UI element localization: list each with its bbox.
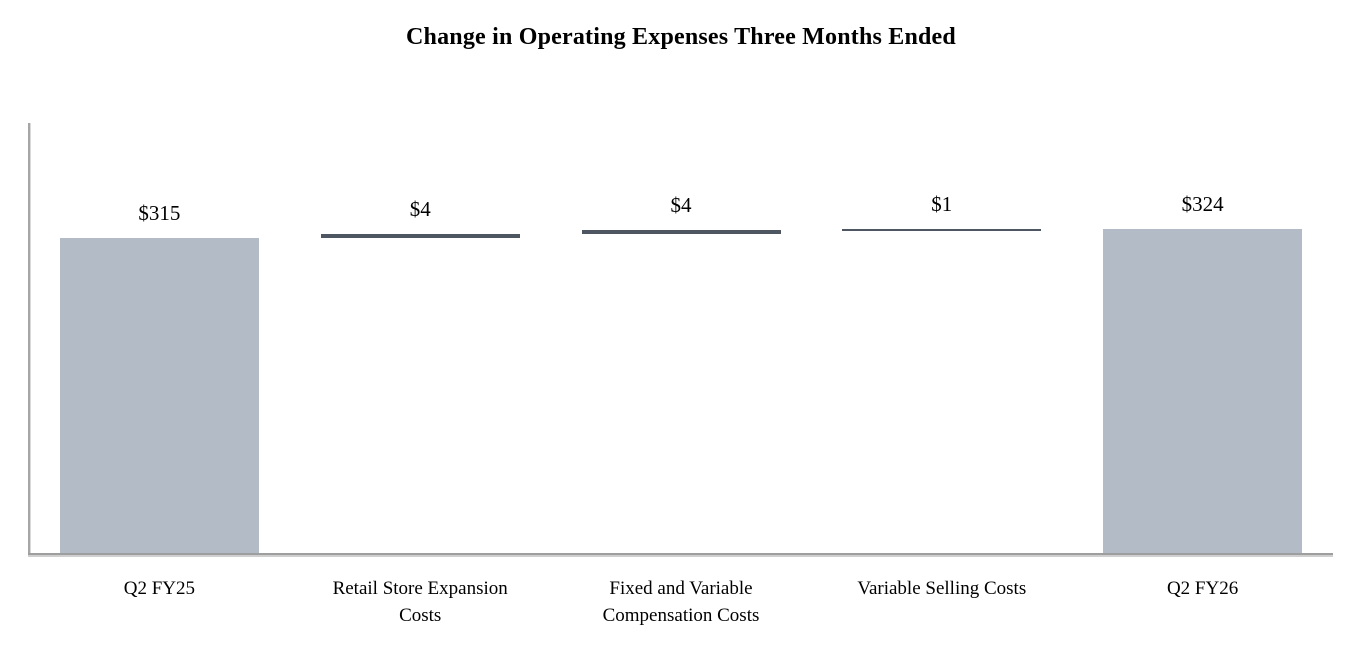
category-label-q2-fy25: Q2 FY25 [123, 578, 196, 599]
y-axis-line [28, 123, 31, 553]
bar-q2-fy26 [1103, 229, 1303, 553]
bar-variable-selling-costs [842, 229, 1042, 231]
category-label-retail-store-expansion-costs: Retail Store Expansion Costs [332, 578, 508, 626]
bar-fixed-and-variable-compensation-costs [581, 230, 781, 234]
x-axis-line [28, 553, 1333, 557]
category-label-q2-fy26: Q2 FY26 [1166, 578, 1239, 599]
value-label-retail-store-expansion-costs: $4 [409, 197, 431, 221]
value-label-fixed-and-variable-compensation-costs: $4 [670, 193, 692, 217]
category-label-variable-selling-costs: Variable Selling Costs [857, 578, 1027, 599]
bar-retail-store-expansion-costs [320, 234, 520, 238]
chart-title: Change in Operating Expenses Three Month… [406, 24, 956, 50]
category-label-fixed-and-variable-compensation-costs: Fixed and Variable Compensation Costs [602, 578, 760, 626]
value-label-q2-fy26: $324 [1181, 192, 1224, 216]
value-label-q2-fy25: $315 [138, 201, 181, 225]
bar-q2-fy25 [59, 238, 259, 553]
value-label-variable-selling-costs: $1 [931, 192, 953, 216]
